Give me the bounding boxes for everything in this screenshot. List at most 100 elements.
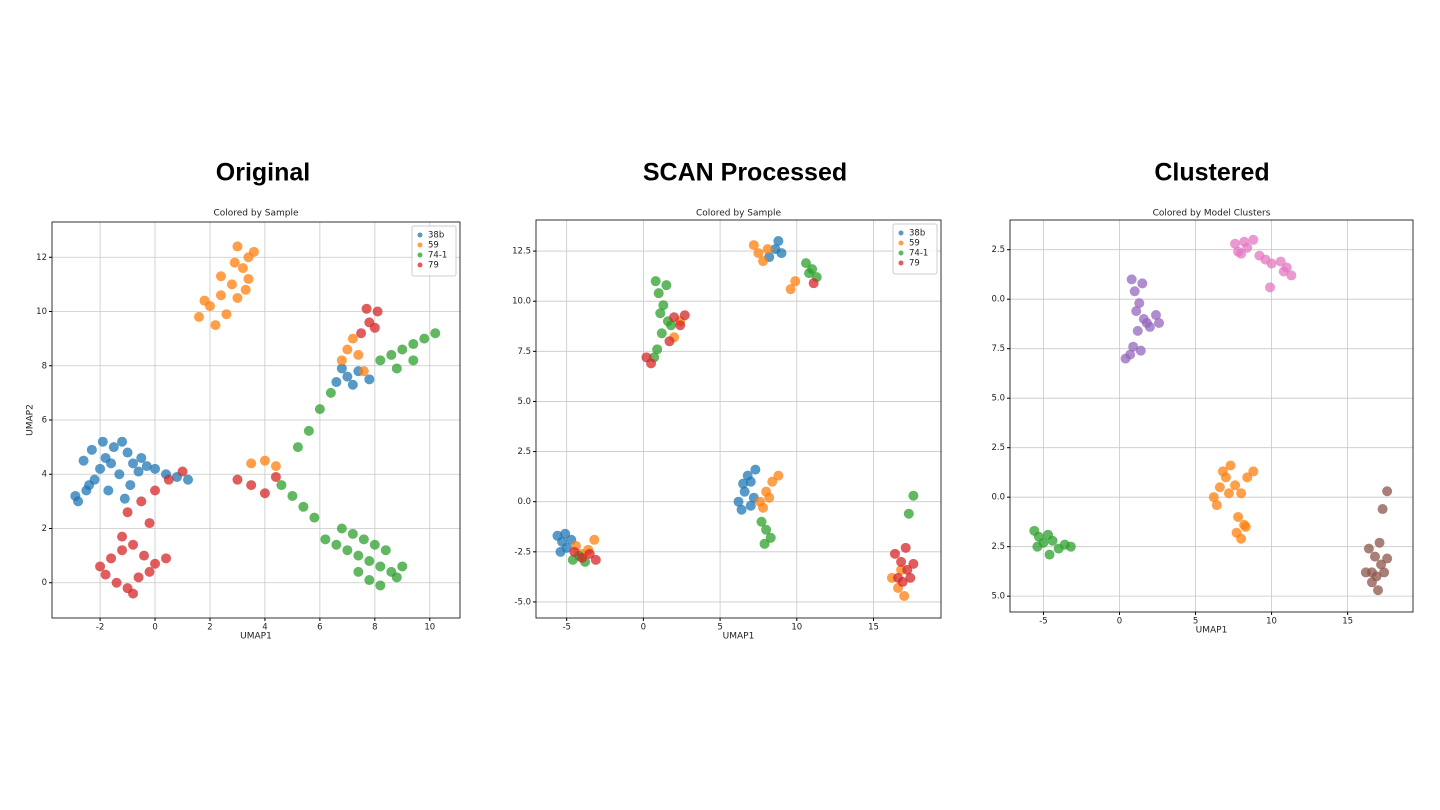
data-point: [240, 284, 251, 295]
x-tick-label: 15: [868, 623, 879, 633]
data-point: [1230, 480, 1241, 491]
data-point: [144, 518, 155, 529]
data-point: [1032, 541, 1043, 552]
data-point: [1366, 577, 1377, 588]
data-point: [1374, 537, 1385, 548]
data-point: [1265, 282, 1276, 293]
data-point: [375, 580, 386, 591]
data-point: [369, 539, 380, 550]
y-tick-label: 7.5: [991, 344, 1005, 354]
data-point: [150, 485, 161, 496]
data-point: [133, 466, 144, 477]
data-point: [336, 363, 347, 374]
data-point: [658, 300, 669, 311]
legend-label: 74-1: [909, 249, 928, 259]
x-tick-label: 10: [1266, 617, 1277, 627]
data-point: [114, 469, 125, 480]
x-tick-label: -5: [562, 623, 570, 633]
data-point: [369, 322, 380, 333]
x-tick-label: 6: [317, 623, 322, 633]
data-point: [745, 500, 756, 511]
data-point: [100, 569, 111, 580]
data-point: [276, 480, 287, 491]
data-point: [391, 363, 402, 374]
data-point: [1132, 325, 1143, 336]
data-point: [128, 458, 139, 469]
data-point: [246, 480, 257, 491]
data-point: [1225, 460, 1236, 471]
data-point: [655, 308, 666, 319]
data-point: [309, 512, 320, 523]
y-tick-label: 0.0: [991, 295, 1005, 305]
data-point: [669, 312, 680, 323]
data-point: [1369, 551, 1380, 562]
data-point: [314, 404, 325, 415]
data-point: [1233, 511, 1244, 522]
data-point: [758, 256, 769, 267]
data-point: [86, 444, 97, 455]
plot-frame: [1009, 219, 1414, 613]
data-point: [139, 550, 150, 561]
data-point: [589, 534, 600, 545]
data-point: [675, 320, 686, 331]
data-point: [347, 528, 358, 539]
x-tick-label: 15: [1342, 617, 1353, 627]
data-point: [1286, 270, 1297, 281]
data-point: [237, 263, 248, 274]
data-point: [804, 268, 815, 279]
data-point: [736, 504, 747, 515]
legend-label: 38b: [428, 231, 444, 241]
slide-heading: Clustered: [1154, 159, 1269, 187]
data-point: [1135, 345, 1146, 356]
x-tick-label: 5: [717, 623, 722, 633]
slide-heading: SCAN Processed: [643, 159, 847, 187]
data-point: [1134, 298, 1145, 309]
data-point: [767, 476, 778, 487]
data-point: [361, 303, 372, 314]
data-point: [753, 248, 764, 259]
data-point: [331, 539, 342, 550]
data-point: [125, 480, 136, 491]
data-point: [790, 276, 801, 287]
plot-frame: [535, 219, 942, 619]
data-point: [193, 311, 204, 322]
data-point: [1360, 567, 1371, 578]
data-point: [78, 455, 89, 466]
data-point: [144, 566, 155, 577]
legend-marker: [417, 242, 423, 248]
data-point: [1266, 258, 1277, 269]
data-point: [342, 344, 353, 355]
data-point: [560, 528, 571, 539]
data-point: [905, 572, 916, 583]
y-tick-label: -2.5: [514, 547, 531, 557]
data-point: [106, 458, 117, 469]
data-point: [1233, 246, 1244, 257]
y-tick-label: -5.0: [514, 597, 531, 607]
x-tick-label: 0: [152, 623, 157, 633]
data-point: [764, 492, 775, 503]
legend-marker: [417, 262, 423, 268]
data-point: [215, 290, 226, 301]
data-point: [364, 374, 375, 385]
data-point: [358, 366, 369, 377]
data-point: [117, 545, 128, 556]
data-point: [650, 276, 661, 287]
data-point: [163, 474, 174, 485]
legend-box: [892, 223, 938, 275]
data-point: [555, 546, 566, 557]
data-point: [111, 577, 122, 588]
data-point: [661, 280, 672, 291]
legend-marker: [898, 260, 904, 266]
data-point: [1230, 238, 1241, 249]
data-point: [210, 320, 221, 331]
data-point: [292, 442, 303, 453]
x-tick-label: 10: [791, 623, 802, 633]
data-point: [372, 306, 383, 317]
chart: SCAN Processed Colored by Sample UMAP1 -5 0 5…: [512, 159, 942, 642]
data-point: [232, 474, 243, 485]
data-point: [765, 532, 776, 543]
data-point: [347, 379, 358, 390]
y-tick-label: 0: [42, 578, 47, 588]
data-point: [889, 548, 900, 559]
